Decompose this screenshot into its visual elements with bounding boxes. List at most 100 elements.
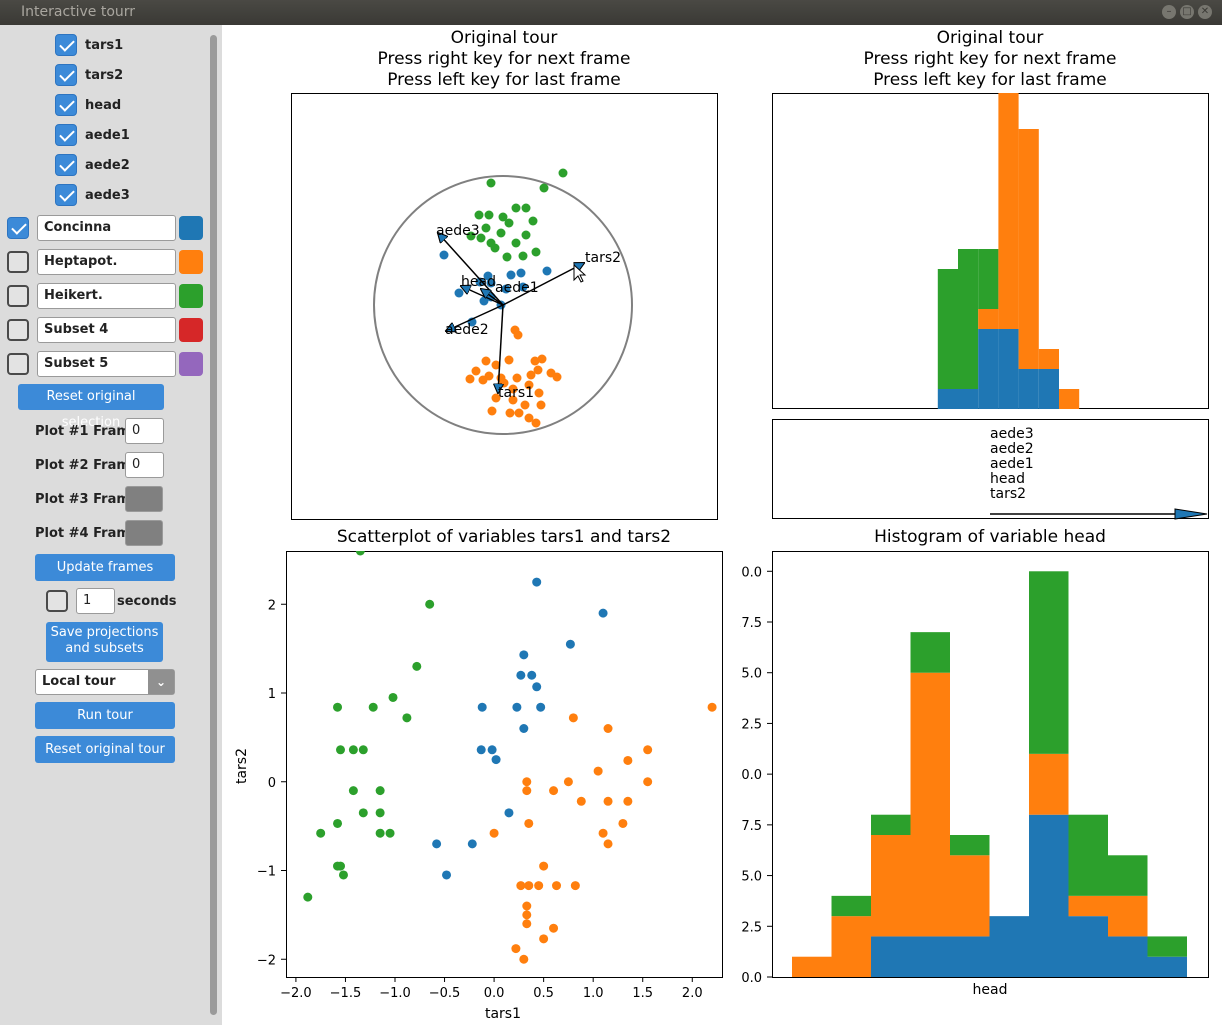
tour-point bbox=[518, 282, 528, 292]
chevron-down-icon[interactable]: ⌄ bbox=[148, 670, 174, 694]
scatter-xtick-label: 0.5 bbox=[533, 986, 554, 1001]
sidebar-scrollbar[interactable] bbox=[210, 35, 217, 1015]
subset-name-input-3[interactable]: Heikert. bbox=[37, 283, 176, 309]
checkbox-subset-1[interactable] bbox=[7, 217, 29, 239]
subset-color-2[interactable] bbox=[179, 250, 203, 274]
subset-name-input-2[interactable]: Heptapot. bbox=[37, 249, 176, 275]
histogram-ytick-label: 7.5 bbox=[741, 819, 762, 834]
scatter-ytick-label: 2 bbox=[268, 598, 276, 613]
head-histogram[interactable]: 0.0 2.5 5.0 7.5 10.0 12.5 15.0 17.5 20.0 head bbox=[740, 551, 1210, 1001]
minimize-icon[interactable]: – bbox=[1162, 5, 1176, 19]
tour-point bbox=[465, 374, 475, 384]
checkbox-var-head[interactable] bbox=[55, 94, 77, 116]
subset-name-input-4[interactable]: Subset 4 bbox=[37, 317, 176, 343]
scatter-point bbox=[522, 919, 532, 929]
axis-arrow-aede1 bbox=[481, 289, 504, 306]
tour-point bbox=[481, 223, 491, 233]
scatter-point bbox=[425, 599, 435, 609]
scatter-xtick-label: −1.0 bbox=[379, 986, 411, 1001]
scatter-xtick-label: 1.0 bbox=[583, 986, 604, 1001]
projection-bar bbox=[1018, 129, 1039, 369]
scatter-point bbox=[375, 786, 385, 796]
scatter-point bbox=[643, 745, 653, 755]
checkbox-subset-4[interactable] bbox=[7, 319, 29, 341]
tour-point bbox=[513, 330, 523, 340]
histogram-ytick-label: 12.5 bbox=[740, 717, 762, 732]
projection-bar bbox=[1018, 369, 1039, 409]
scatter-point bbox=[593, 766, 603, 776]
histogram-ytick-label: 0.0 bbox=[741, 971, 762, 986]
scatter-point bbox=[603, 839, 613, 849]
checkbox-var-aede2[interactable] bbox=[55, 154, 77, 176]
tour-point bbox=[502, 252, 512, 262]
checkbox-subset-2[interactable] bbox=[7, 251, 29, 273]
save-button-line1: Save projections bbox=[50, 625, 159, 640]
tour-point bbox=[496, 228, 506, 238]
plot1-frame-input[interactable]: 0 bbox=[125, 418, 164, 444]
plot2-frame-input[interactable]: 0 bbox=[125, 452, 164, 478]
tour-point bbox=[498, 212, 508, 222]
checkbox-subset-5[interactable] bbox=[7, 353, 29, 375]
projection-bar bbox=[978, 309, 999, 329]
tour-point bbox=[524, 380, 534, 390]
plot4-frame-label: Plot #4 Frame bbox=[35, 526, 139, 541]
checkbox-var-tars1[interactable] bbox=[55, 34, 77, 56]
scatter-point bbox=[355, 551, 365, 556]
scatter-xtick-label: 1.5 bbox=[632, 986, 653, 1001]
checkbox-var-aede3[interactable] bbox=[55, 184, 77, 206]
plot4-frame-input bbox=[125, 520, 163, 546]
projection-histogram[interactable] bbox=[772, 93, 1209, 410]
scatter-point bbox=[524, 818, 534, 828]
axis-arrow-aede3 bbox=[438, 233, 504, 306]
scatter-point bbox=[522, 910, 532, 920]
subset-color-1[interactable] bbox=[179, 216, 203, 240]
tour-point bbox=[439, 250, 449, 260]
reset-tour-button[interactable]: Reset original tour bbox=[35, 736, 175, 763]
tour-point bbox=[536, 400, 546, 410]
checkbox-var-aede1[interactable] bbox=[55, 124, 77, 146]
subset-color-4[interactable] bbox=[179, 318, 203, 342]
projection-bars bbox=[937, 93, 1080, 409]
subset-color-5[interactable] bbox=[179, 352, 203, 376]
seconds-input[interactable]: 1 bbox=[76, 588, 115, 614]
scatter-ytick-label: 0 bbox=[268, 776, 276, 791]
tour-type-select[interactable]: Local tour ⌄ bbox=[35, 669, 175, 695]
save-projections-button[interactable]: Save projections and subsets bbox=[46, 622, 163, 662]
tour-plot[interactable]: aede3 tars2 head aede1 aede2 tars1 bbox=[291, 93, 718, 520]
axis-label-aede2: aede2 bbox=[445, 322, 489, 338]
scatter-point bbox=[707, 702, 717, 712]
scatter-point bbox=[333, 702, 343, 712]
scatter-point bbox=[442, 870, 452, 880]
histogram-bar bbox=[1108, 895, 1148, 937]
window-titlebar: Interactive tourr – □ ✕ bbox=[0, 0, 1222, 25]
close-icon[interactable]: ✕ bbox=[1198, 5, 1212, 19]
tour-point bbox=[476, 233, 486, 243]
projection-bar bbox=[978, 249, 999, 309]
tour-point bbox=[520, 400, 530, 410]
checkbox-autoplay[interactable] bbox=[46, 590, 68, 612]
axis-arrow-tars1 bbox=[498, 304, 503, 393]
reset-selection-button[interactable]: Reset original selection bbox=[18, 384, 164, 430]
plot2-title-line1: Original tour bbox=[936, 28, 1044, 48]
maximize-icon[interactable]: □ bbox=[1180, 5, 1194, 19]
subset-name-input-1[interactable]: Concinna bbox=[37, 215, 176, 241]
checkbox-var-tars2[interactable] bbox=[55, 64, 77, 86]
scatter-axes: −2.0 −1.5 −1.0 −0.5 0.0 0.5 1.0 1.5 2.0 −2 −1 0 1 2 bbox=[257, 598, 703, 1001]
axis-label-head: head bbox=[461, 274, 496, 290]
tour-point bbox=[475, 277, 485, 287]
checkbox-subset-3[interactable] bbox=[7, 285, 29, 307]
update-frames-button[interactable]: Update frames bbox=[35, 554, 175, 581]
scatter-point bbox=[487, 745, 497, 755]
subset-name-input-5[interactable]: Subset 5 bbox=[37, 351, 176, 377]
histogram-bar bbox=[1029, 814, 1069, 977]
run-tour-button[interactable]: Run tour bbox=[35, 702, 175, 729]
subset-color-3[interactable] bbox=[179, 284, 203, 308]
scatter-frame bbox=[286, 551, 723, 978]
scatter-point bbox=[338, 870, 348, 880]
scatter-point bbox=[491, 755, 501, 765]
var-label-aede3: aede3 bbox=[85, 188, 130, 203]
histogram-bar bbox=[950, 936, 990, 977]
tour-point bbox=[531, 418, 541, 428]
legend-label-aede2: aede2 bbox=[990, 441, 1034, 457]
scatterplot[interactable]: −2.0 −1.5 −1.0 −0.5 0.0 0.5 1.0 1.5 2.0 −2 −1 0 1 2 t… bbox=[230, 551, 730, 1025]
